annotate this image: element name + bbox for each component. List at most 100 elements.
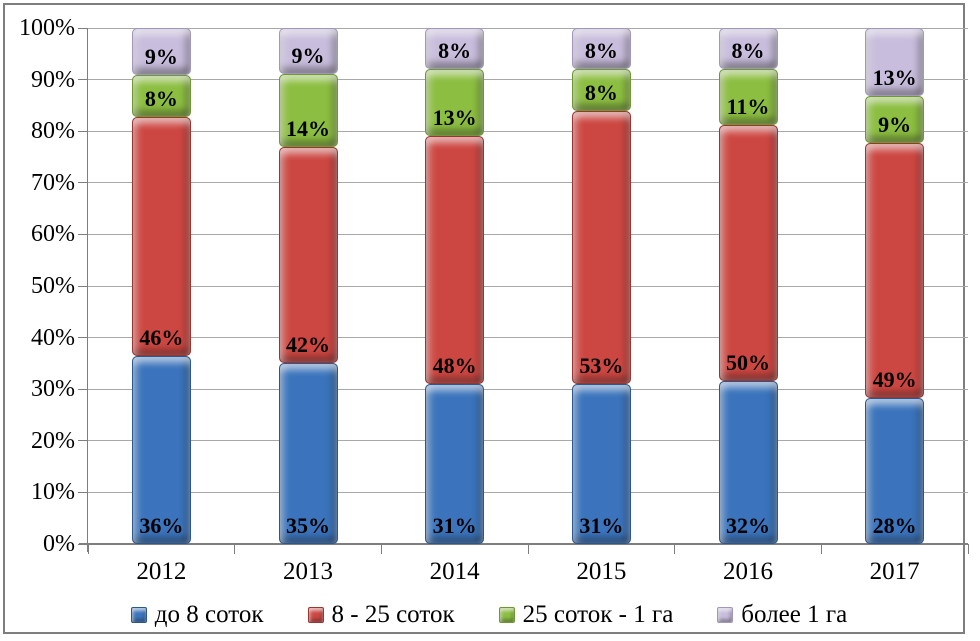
legend-label: 25 соток - 1 га xyxy=(522,601,674,628)
legend-label: более 1 га xyxy=(741,601,848,628)
y-tick xyxy=(78,543,88,545)
y-axis-label: 10% xyxy=(31,479,75,506)
segment-value-label: 13% xyxy=(872,64,917,90)
segment-value-label: 11% xyxy=(726,94,770,120)
plot-area: 0% 10% 20% 30% 40% 50% 60% 70% 80% 90% 100% 36% 46% 8… xyxy=(19,16,969,585)
legend-item: 8 - 25 соток xyxy=(307,601,455,629)
gridline xyxy=(88,182,968,184)
y-axis-label: 60% xyxy=(31,221,75,248)
bar-segment: 46% xyxy=(131,116,191,357)
y-axis-label: 0% xyxy=(43,531,75,557)
x-axis-line xyxy=(79,543,968,545)
x-tick xyxy=(234,544,236,554)
gridline xyxy=(88,79,968,81)
bar-segment: 9% xyxy=(131,28,191,75)
legend-item: 25 соток - 1 га xyxy=(498,601,674,629)
bar-2014: 31% 48% 13% 8% xyxy=(425,28,485,544)
x-axis-label: 2014 xyxy=(429,558,480,585)
bar-segment: 13% xyxy=(865,28,925,96)
segment-value-label: 35% xyxy=(286,513,330,538)
segment-value-label: 48% xyxy=(432,353,477,379)
gridline xyxy=(88,337,968,339)
bar-2015: 31% 53% 8% 8% xyxy=(571,28,631,544)
y-axis-label: 40% xyxy=(31,324,75,351)
y-tick xyxy=(78,130,88,132)
bar-segment: 48% xyxy=(425,136,485,385)
bar-segment: 9% xyxy=(865,95,925,143)
legend-swatch xyxy=(130,606,147,623)
chart-frame: 0% 10% 20% 30% 40% 50% 60% 70% 80% 90% 100% 36% 46% 8… xyxy=(3,3,969,634)
y-tick xyxy=(78,285,88,287)
bar-segment: 31% xyxy=(425,384,485,544)
legend-swatch xyxy=(498,606,515,623)
segment-value-label: 8% xyxy=(438,38,472,64)
segment-value-label: 9% xyxy=(291,43,325,69)
legend-item: до 8 соток xyxy=(130,601,264,629)
x-tick xyxy=(674,544,676,554)
y-tick xyxy=(78,79,88,81)
y-axis-label: 20% xyxy=(31,427,75,454)
y-tick xyxy=(78,182,88,184)
gridline xyxy=(88,233,968,235)
segment-value-label: 8% xyxy=(584,79,618,105)
x-tick xyxy=(380,544,382,554)
bar-2016: 32% 50% 11% 8% xyxy=(718,28,778,544)
legend-swatch xyxy=(307,606,324,623)
legend-label: 8 - 25 соток xyxy=(331,601,455,628)
segment-value-label: 31% xyxy=(579,513,624,538)
x-axis-label: 2012 xyxy=(136,558,187,585)
y-tick xyxy=(78,491,88,493)
bar-segment: 28% xyxy=(865,398,925,544)
y-axis-label: 90% xyxy=(31,66,75,93)
bar-2012: 36% 46% 8% 9% xyxy=(131,28,191,544)
bar-segment: 14% xyxy=(278,74,338,147)
bar-segment: 8% xyxy=(571,69,631,111)
y-tick xyxy=(78,440,88,442)
segment-value-label: 13% xyxy=(432,105,477,131)
x-tick xyxy=(967,544,969,554)
segment-value-label: 31% xyxy=(432,513,477,538)
bar-segment: 9% xyxy=(278,28,338,75)
segment-value-label: 49% xyxy=(872,367,917,393)
bar-segment: 31% xyxy=(571,384,631,544)
x-axis-label: 2013 xyxy=(282,558,333,585)
legend: до 8 соток 8 - 25 соток 25 соток - 1 га бол… xyxy=(10,601,968,629)
segment-value-label: 28% xyxy=(872,513,917,538)
bar-segment: 8% xyxy=(571,28,631,70)
x-axis-label: 2017 xyxy=(869,558,920,585)
segment-value-label: 9% xyxy=(878,111,912,137)
segment-value-label: 32% xyxy=(726,513,770,538)
segment-value-label: 14% xyxy=(286,115,330,141)
bar-segment: 36% xyxy=(131,356,191,544)
segment-value-label: 50% xyxy=(726,349,770,375)
bar-segment: 8% xyxy=(718,28,778,69)
segment-value-label: 46% xyxy=(139,325,184,351)
legend-label: до 8 соток xyxy=(154,601,264,628)
y-tick xyxy=(78,388,88,390)
y-axis-label: 30% xyxy=(31,376,75,403)
x-axis-label: 2016 xyxy=(722,558,773,585)
x-tick xyxy=(527,544,529,554)
segment-value-label: 9% xyxy=(144,43,178,69)
segment-value-label: 8% xyxy=(584,38,618,64)
bar-segment: 49% xyxy=(865,142,925,399)
x-axis-label: 2015 xyxy=(576,558,627,585)
segment-value-label: 53% xyxy=(579,353,624,379)
bar-segment: 8% xyxy=(425,28,485,70)
x-tick xyxy=(87,544,89,554)
y-tick xyxy=(78,337,88,339)
gridline xyxy=(88,27,968,29)
gridline xyxy=(88,388,968,390)
segment-value-label: 8% xyxy=(731,37,765,63)
gridline xyxy=(88,285,968,287)
bar-segment: 50% xyxy=(718,125,778,381)
x-tick xyxy=(820,544,822,554)
y-tick xyxy=(78,27,88,29)
segment-value-label: 42% xyxy=(286,332,330,358)
legend-item: более 1 га xyxy=(717,601,847,629)
bar-2017: 28% 49% 9% 13% xyxy=(865,28,925,544)
legend-swatch xyxy=(717,606,734,623)
y-axis-label: 100% xyxy=(19,15,75,41)
bar-segment: 53% xyxy=(571,110,631,385)
y-axis-label: 70% xyxy=(31,169,75,196)
